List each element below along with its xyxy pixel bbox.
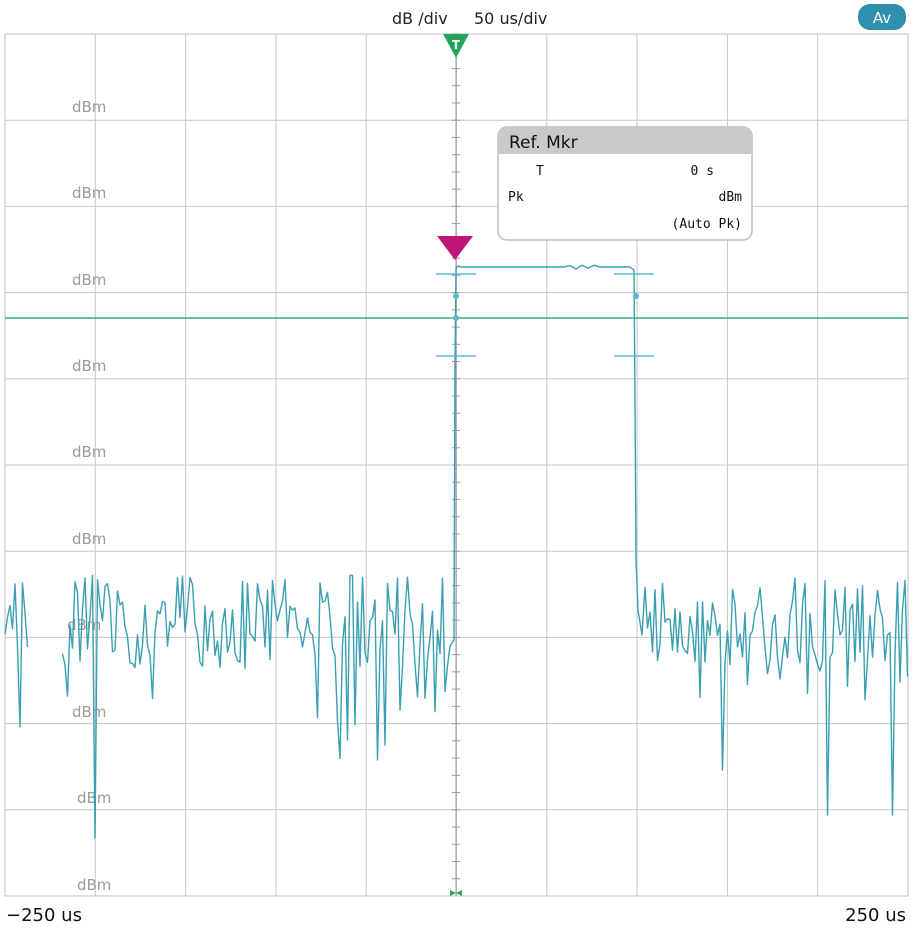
measurement-point: [453, 315, 459, 321]
y-axis-label: dBm: [72, 703, 106, 721]
average-mode-badge[interactable]: Av: [858, 4, 906, 30]
badge-label: Av: [873, 9, 891, 27]
y-axis-label: dBm: [72, 271, 106, 289]
y-axis-label: dBm: [72, 98, 106, 116]
scale-per-division: dB /div: [392, 9, 448, 28]
measurement-trace: [4, 264, 909, 839]
badge-background: [858, 4, 906, 30]
peak-readout-name: Pk: [508, 190, 524, 205]
x-origin-marker: [450, 890, 462, 896]
auto-peak-label: (Auto Pk): [672, 217, 742, 232]
time-readout-name: T: [536, 164, 544, 179]
marker-readout-panel[interactable]: Ref. Mkr T 0 s Pk dBm (Auto Pk): [497, 126, 753, 241]
trigger-marker[interactable]: T: [443, 34, 469, 58]
y-axis-label: dBm: [72, 443, 106, 461]
y-axis-label: dBm: [77, 876, 111, 894]
pulse-level-markers: [436, 273, 654, 357]
trigger-label: T: [452, 38, 461, 52]
measurement-point: [633, 293, 639, 299]
center-axis-ticks: [452, 33, 460, 896]
time-readout-value: 0 s: [691, 164, 714, 179]
panel-title-bar: [498, 127, 752, 154]
time-per-division: 50 us/div: [474, 9, 547, 28]
y-axis-label: dBm: [72, 184, 106, 202]
trigger-triangle: [443, 34, 469, 58]
x-axis-end-label: 250 us: [845, 905, 906, 926]
y-axis-label: dBm: [67, 616, 101, 634]
y-axis-label: dBm: [72, 530, 106, 548]
peak-readout-value: dBm: [719, 190, 743, 205]
x-axis-start-label: −250 us: [6, 905, 82, 926]
panel-title: Ref. Mkr: [509, 133, 578, 153]
reference-marker-icon[interactable]: [437, 236, 473, 260]
measurement-point: [453, 293, 459, 299]
plot-area: dBm dBm dBm dBm dBm dBm dBm dBm dBm dBm: [4, 33, 909, 897]
y-axis-label: dBm: [72, 357, 106, 375]
